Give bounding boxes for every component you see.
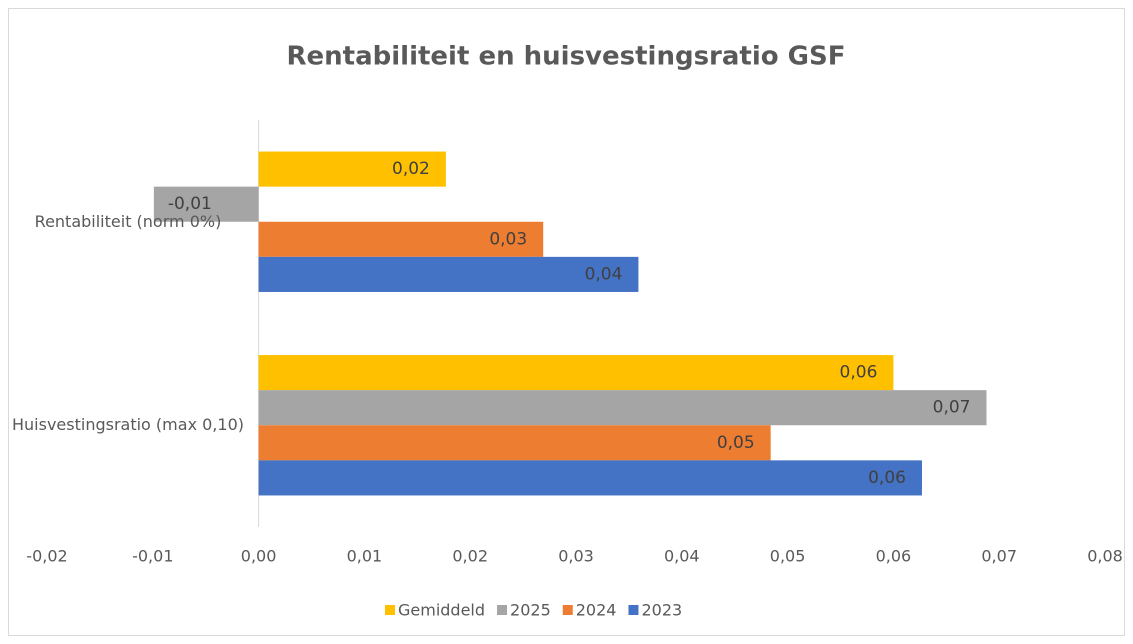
- bar: [258, 390, 987, 426]
- y-tick-label: Huisvestingsratio (max 0,10): [12, 415, 244, 435]
- data-label: 0,05: [717, 433, 755, 453]
- legend-label: 2025: [510, 601, 551, 620]
- chart-title: Rentabiliteit en huisvestingsratio GSF: [287, 42, 846, 72]
- data-label: 0,02: [392, 159, 430, 179]
- y-tick-label: Rentabiliteit (norm 0%): [34, 211, 222, 231]
- bar: [153, 186, 259, 222]
- bar: [258, 355, 894, 391]
- x-tick-label: 0,02: [452, 547, 488, 566]
- x-tick-label: 0,08: [1087, 547, 1123, 566]
- legend-label: Gemiddeld: [398, 601, 485, 620]
- data-label: 0,07: [933, 398, 971, 418]
- data-label: -0,01: [168, 194, 212, 214]
- bar: [258, 460, 922, 496]
- x-tick-label: 0,01: [347, 547, 383, 566]
- x-tick-label: 0,04: [664, 547, 700, 566]
- bar: [258, 221, 544, 257]
- bar: [258, 256, 639, 292]
- legend-swatch: [497, 605, 508, 615]
- legend-label: 2023: [641, 601, 682, 620]
- chart-frame: [8, 8, 1125, 636]
- legend-swatch: [628, 605, 639, 615]
- bar: [258, 151, 446, 187]
- x-tick-label: 0,05: [770, 547, 806, 566]
- data-label: 0,06: [868, 468, 906, 488]
- legend-label: 2024: [576, 601, 617, 620]
- data-label: 0,04: [585, 264, 623, 284]
- x-tick-label: 0,06: [876, 547, 912, 566]
- x-tick-label: 0,00: [241, 547, 277, 566]
- data-label: 0,06: [840, 363, 878, 383]
- x-tick-label: 0,07: [981, 547, 1017, 566]
- x-tick-label: 0,03: [558, 547, 594, 566]
- legend-swatch: [385, 605, 395, 615]
- x-tick-label: -0,01: [132, 547, 173, 566]
- legend-swatch: [562, 605, 573, 615]
- data-label: 0,03: [489, 229, 527, 249]
- x-tick-label: -0,02: [26, 547, 67, 566]
- bar: [258, 425, 771, 461]
